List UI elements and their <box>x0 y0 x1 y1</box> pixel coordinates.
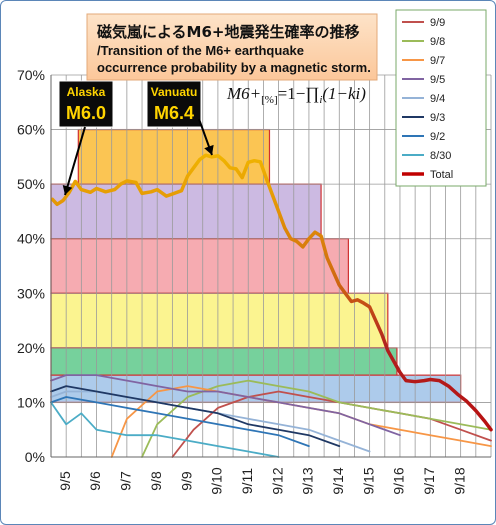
x-tick-label: 9/10 <box>209 467 225 494</box>
x-tick-label: 9/15 <box>360 467 376 494</box>
subtitle-line-2: occurrence probability by a magnetic sto… <box>97 60 371 75</box>
legend-item: 9/3 <box>430 112 445 124</box>
x-tick-label: 9/6 <box>87 471 103 491</box>
x-tick-label: 9/11 <box>239 468 255 494</box>
series-line-9-5 <box>50 374 401 437</box>
x-tick-label: 9/17 <box>421 467 437 494</box>
series-line-total <box>50 153 493 432</box>
series-lines <box>50 153 493 458</box>
annotation-magnitude: M6.0 <box>66 103 106 123</box>
subtitle-line-1: /Transition of the M6+ earthquake <box>97 43 304 58</box>
formula: M6+[%]=1−∏i(1−ki) <box>226 84 366 106</box>
formula-sub: i <box>319 94 322 106</box>
x-tick-label: 9/5 <box>57 471 73 491</box>
probability-band <box>50 292 389 349</box>
legend-item: 9/4 <box>430 93 445 105</box>
annotation-arrow <box>64 126 86 196</box>
y-tick-label: 0% <box>25 449 45 465</box>
series-line-8-30 <box>50 401 280 458</box>
y-tick-label: 10% <box>17 394 45 410</box>
x-tick-label: 9/9 <box>178 471 194 491</box>
x-tick-label: 9/8 <box>148 471 164 491</box>
chart-title: 磁気嵐によるM6+地震発生確率の推移 <box>97 23 359 41</box>
probability-band <box>50 347 398 376</box>
series-line-9-8 <box>141 379 492 458</box>
arrow-head <box>204 144 214 155</box>
legend-item: 9/5 <box>430 74 445 86</box>
series-line-9-2 <box>50 396 310 448</box>
annotation-label: Vanuatu <box>151 85 198 99</box>
y-tick-label: 40% <box>17 231 45 247</box>
formula-lhs: M6+ <box>226 84 261 103</box>
y-tick-label: 70% <box>17 67 45 83</box>
legend-item: Total <box>430 169 453 181</box>
legend-item: 8/30 <box>430 150 451 162</box>
x-tick-label: 9/12 <box>269 467 285 494</box>
x-tick-label: 9/13 <box>300 467 316 494</box>
annotation-vanuatu: Vanuatu M6.4 <box>146 80 214 156</box>
x-tick-label: 9/18 <box>451 467 467 494</box>
axes: 0% 10% 20% 30% 40% 50% 60% 70% 9/5 9/6 9/7 9/8 9/9 9/… <box>17 67 491 495</box>
y-tick-label: 20% <box>17 340 45 356</box>
svg-text:M6+[%]=1−∏i(1−ki): M6+[%]=1−∏i(1−ki) <box>226 84 366 106</box>
x-tick-label: 9/16 <box>391 467 407 494</box>
y-tick-label: 50% <box>17 176 45 192</box>
series-line-9-3 <box>50 385 341 448</box>
formula-tail: (1−ki) <box>322 84 366 103</box>
y-tick-label: 60% <box>17 122 45 138</box>
x-tick-label: 9/14 <box>330 467 346 494</box>
annotation-magnitude: M6.4 <box>154 103 194 123</box>
legend: 9/9 9/8 9/7 9/5 9/4 9/3 9/2 8/30 Total <box>395 9 487 187</box>
y-tick-label: 30% <box>17 285 45 301</box>
annotation-alaska: Alaska M6.0 <box>58 80 114 196</box>
probability-band <box>50 238 349 294</box>
x-tick-label: 9/7 <box>118 471 134 491</box>
annotation-label: Alaska <box>67 85 106 99</box>
legend-item: 9/7 <box>430 55 445 67</box>
formula-unit: [%] <box>261 94 278 106</box>
title-box: 磁気嵐によるM6+地震発生確率の推移 /Transition of the M6… <box>86 13 378 81</box>
legend-item: 9/8 <box>430 36 445 48</box>
chart-subtitle: /Transition of the M6+ earthquake occurr… <box>97 43 371 75</box>
legend-item: 9/2 <box>430 131 445 143</box>
annotations: Alaska M6.0 Vanuatu M6.4 <box>58 80 214 196</box>
arrow-head <box>62 184 73 195</box>
formula-rhs: =1−∏ <box>278 84 320 103</box>
legend-item: 9/9 <box>430 17 445 29</box>
probability-band <box>77 128 271 185</box>
